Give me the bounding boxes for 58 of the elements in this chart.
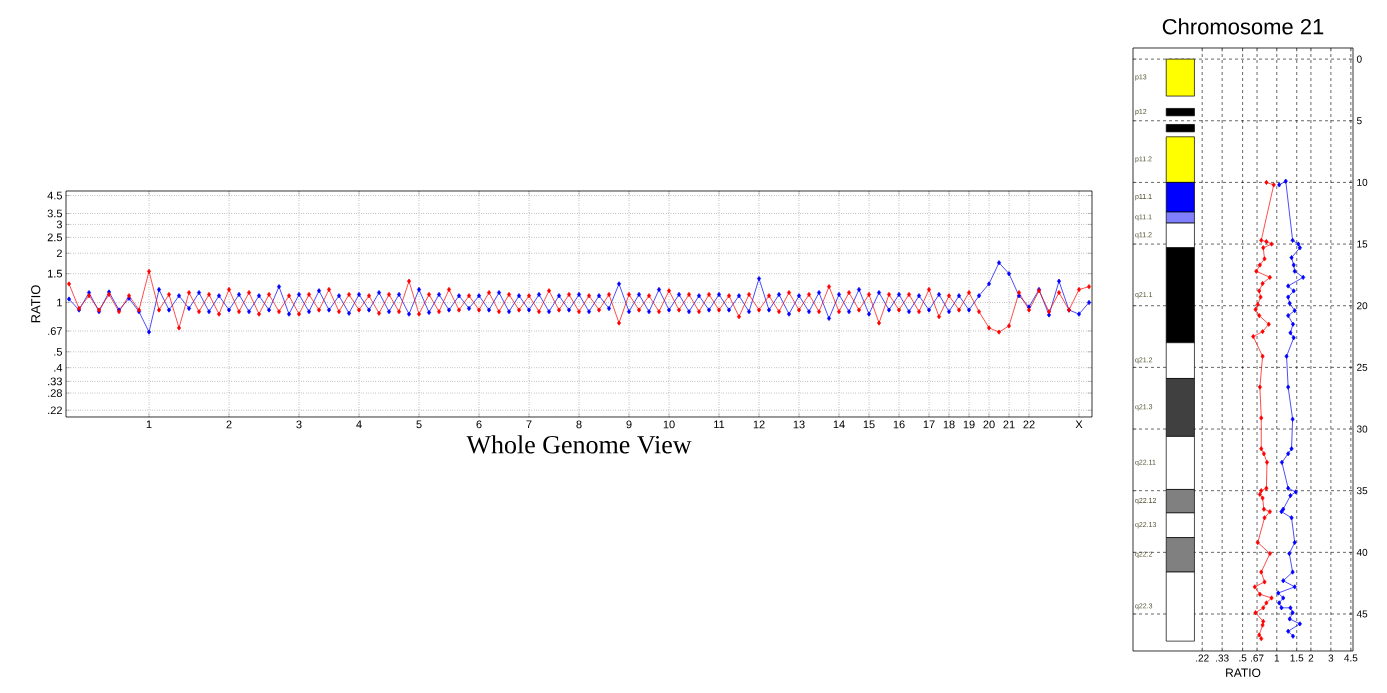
x-tick-label: 12 [753,420,765,429]
y-tick-label: 0 [1356,55,1362,63]
x-tick-label: 22 [1023,420,1035,429]
x-tick-label: 1.5 [1290,654,1304,662]
x-tick-label: .33 [1216,654,1229,662]
x-tick-label: 17 [923,420,935,429]
x-tick-label: 15 [863,420,875,429]
y-tick-label: 45 [1356,610,1368,618]
x-tick-label: 20 [983,420,995,429]
chart-title: Chromosome 21 [1162,18,1324,35]
y-tick-label: 1.5 [48,269,63,278]
x-tick-label: 8 [576,420,582,429]
x-tick-label: 6 [476,420,482,429]
y-tick-label: 3.5 [47,209,63,218]
y-axis-title: RATIO [31,285,41,323]
x-tick-label: 4 [356,420,362,429]
x-axis-title: Whole Genome View [466,435,692,454]
y-tick-label: 3 [56,220,62,229]
x-tick-label: 18 [943,420,955,429]
x-tick-label: 19 [963,420,975,429]
x-tick-label: .67 [1251,654,1264,662]
x-axis-title: RATIO [1226,668,1261,677]
y-tick-label: 5 [1356,117,1362,125]
y-tick-label: 4.5 [47,191,63,200]
y-tick-label: 2.5 [47,233,63,242]
y-tick-label: .4 [54,363,63,372]
x-tick-label: 9 [626,420,632,429]
x-tick-label: 5 [416,420,422,429]
x-tick-label: 1 [1274,654,1280,662]
x-tick-label: 2 [1308,654,1314,662]
x-tick-label: 11 [714,420,725,429]
x-tick-label: 14 [833,420,845,429]
x-tick-label: 16 [893,420,905,429]
x-tick-label: 7 [526,420,532,429]
y-tick-label: 30 [1356,425,1368,433]
x-tick-label: X [1075,420,1083,429]
y-tick-label: 20 [1357,302,1368,310]
x-tick-label: 13 [793,420,805,429]
x-tick-label: 21 [1003,420,1015,429]
y-tick-label: 1 [57,298,62,307]
x-tick-label: .22 [1196,654,1209,662]
y-tick-label: .67 [48,327,62,335]
x-tick-label: 10 [663,420,675,429]
x-tick-label: .5 [1239,654,1247,662]
y-tick-label: .5 [54,348,63,356]
y-tick-label: 10 [1357,178,1368,186]
y-tick-label: 2 [56,249,62,258]
x-tick-label: 2 [226,420,232,429]
y-tick-label: 35 [1356,487,1368,495]
y-tick-label: .28 [48,389,62,397]
x-tick-label: 3 [1328,654,1334,662]
x-tick-label: 1 [146,420,152,429]
y-tick-label: .22 [48,406,62,415]
y-tick-label: 40 [1356,548,1368,556]
y-tick-label: 15 [1357,240,1368,248]
y-tick-label: .33 [48,377,62,386]
x-tick-label: 3 [296,420,302,429]
y-tick-label: 25 [1357,363,1368,371]
